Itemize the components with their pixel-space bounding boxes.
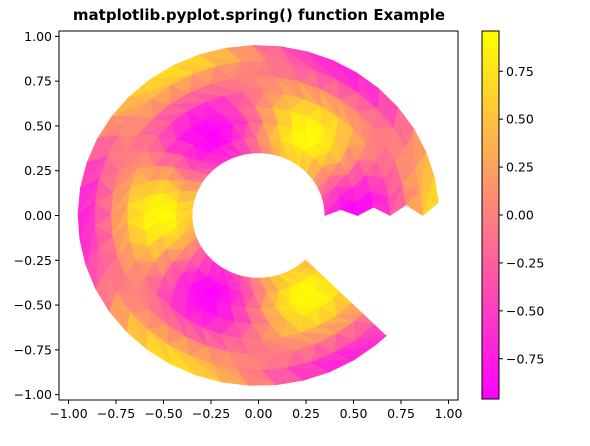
mesh-triangle [225, 45, 267, 62]
mesh-triangle [150, 65, 194, 80]
mesh-triangle [85, 248, 99, 290]
mesh-triangle [355, 335, 388, 345]
x-tick-label: 0.25 [292, 406, 320, 421]
y-tick-label: −0.50 [14, 298, 52, 313]
x-tick-label: −0.25 [192, 406, 230, 421]
mesh-triangle [211, 363, 249, 386]
mesh-triangle [173, 54, 218, 67]
y-tick-label: −1.00 [14, 387, 52, 402]
colorbar-tick-label: 0.00 [506, 208, 534, 223]
mesh-triangle [86, 134, 120, 163]
mesh-triangle [77, 201, 96, 240]
mesh-triangle [80, 155, 108, 188]
mesh-triangle [356, 72, 380, 110]
mesh-triangle [166, 343, 196, 376]
mesh-triangle [97, 115, 134, 139]
mesh-triangle [261, 369, 304, 386]
mesh-triangle [332, 60, 359, 94]
mesh-triangle [279, 46, 316, 71]
chart-title: matplotlib.pyplot.spring() function Exam… [72, 6, 446, 24]
mesh-triangle [79, 224, 96, 265]
mesh-triangle [109, 291, 128, 333]
mesh-triangle [306, 51, 339, 81]
x-tick-label: 0.50 [340, 406, 368, 421]
mesh-triangle [420, 152, 435, 193]
colorbar-tick-label: 0.50 [506, 112, 534, 127]
x-tick-label: −0.75 [97, 406, 135, 421]
y-tick-label: 0.00 [24, 208, 52, 223]
mesh-triangle [413, 128, 427, 170]
mesh-triangle [333, 344, 377, 361]
mesh-triangle [378, 88, 399, 128]
mesh-triangle [188, 354, 222, 383]
y-tick-label: 0.25 [24, 163, 52, 178]
mesh-triangle [146, 328, 171, 365]
colorbar [481, 30, 500, 400]
mesh-triangle [95, 270, 110, 312]
colorbar-tick-label: −0.75 [506, 351, 544, 366]
x-tick-label: −0.50 [144, 406, 182, 421]
colorbar-tick-label: 0.75 [506, 64, 534, 79]
mesh-triangle [77, 177, 100, 214]
y-tick-label: 1.00 [24, 29, 52, 44]
colorbar-tick-label: 0.25 [506, 160, 534, 175]
mesh-triangle [126, 311, 148, 350]
mesh-triangle [236, 368, 277, 386]
mesh-triangle [198, 47, 242, 63]
colorbar-tick-label: −0.25 [506, 255, 544, 270]
x-tick-label: 1.00 [435, 406, 463, 421]
mesh-triangle [285, 367, 330, 381]
x-tick-label: 0.00 [245, 406, 273, 421]
mesh-triangle [422, 176, 439, 217]
mesh-triangle [310, 359, 354, 373]
y-tick-label: 0.50 [24, 118, 52, 133]
x-axis: −1.00 −0.75 −0.50 −0.25 0.00 0.25 0.50 0.75 1.00 [49, 400, 462, 421]
tripcolor-mesh [77, 45, 439, 386]
y-tick-label: 0.75 [24, 74, 52, 89]
x-tick-label: 0.75 [387, 406, 415, 421]
mesh-triangle [129, 79, 172, 97]
mesh-triangle [111, 96, 152, 117]
colorbar-axis: 0.75 0.50 0.25 0.00 −0.25 −0.50 −0.75 [499, 64, 544, 366]
y-tick-label: −0.25 [14, 253, 52, 268]
mesh-triangle [252, 45, 292, 65]
mesh-triangle [397, 107, 415, 149]
y-axis: 1.00 0.75 0.50 0.25 0.00 −0.25 −0.50 −0.75 −1.00 [14, 29, 59, 402]
x-tick-label: −1.00 [49, 406, 87, 421]
colorbar-tick-label: −0.50 [506, 303, 544, 318]
y-tick-label: −0.75 [14, 342, 52, 357]
